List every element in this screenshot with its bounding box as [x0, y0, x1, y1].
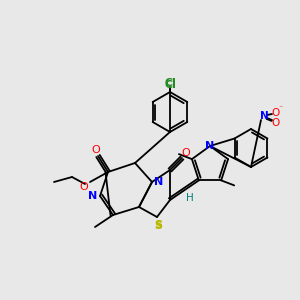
Text: N: N: [154, 177, 164, 187]
Text: O: O: [182, 148, 190, 158]
Text: Cl: Cl: [164, 78, 176, 88]
Text: N: N: [260, 111, 268, 121]
Text: S: S: [154, 221, 162, 231]
Text: H: H: [185, 193, 193, 203]
Text: S: S: [154, 220, 162, 230]
Text: ⁻: ⁻: [279, 103, 283, 112]
Text: Cl: Cl: [164, 80, 176, 90]
Text: O: O: [271, 118, 279, 128]
Text: N: N: [88, 191, 98, 201]
Text: O: O: [80, 182, 88, 192]
Text: O: O: [92, 145, 100, 155]
Text: N: N: [206, 141, 214, 151]
Text: O: O: [271, 108, 279, 118]
